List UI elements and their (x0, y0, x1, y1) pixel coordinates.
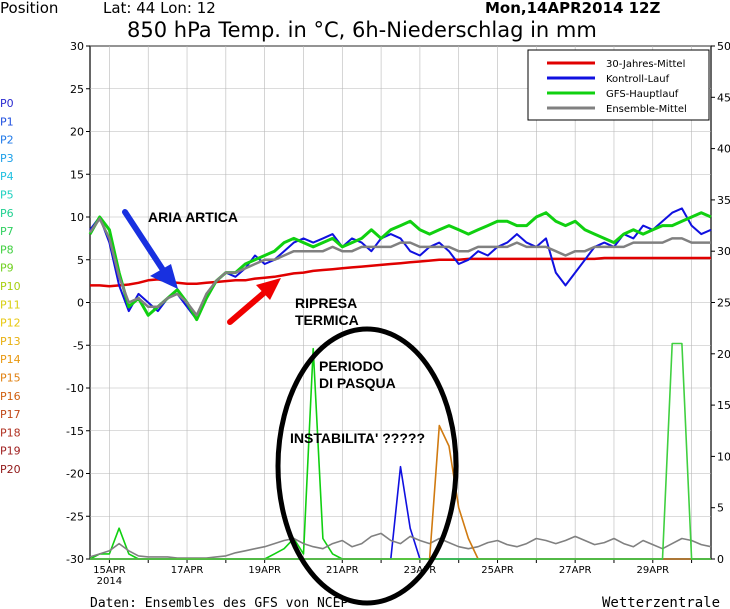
member-label: P14 (0, 353, 21, 366)
x-tick-label: 17APR (171, 565, 204, 576)
left-tick-label: 20 (70, 126, 84, 139)
member-label: P20 (0, 463, 21, 476)
footer-brand: Wetterzentrale (602, 595, 720, 609)
right-tick-label: 30 (717, 245, 730, 258)
left-tick-label: -10 (66, 382, 84, 395)
member-label: P5 (0, 189, 14, 202)
member-label: P16 (0, 390, 21, 403)
grid (90, 45, 711, 560)
member-label: P1 (0, 115, 14, 128)
right-tick-label: 5 (717, 502, 724, 515)
right-tick-label: 20 (717, 348, 730, 361)
legend-label: GFS-Hauptlauf (606, 89, 679, 100)
right-tick-label: 25 (717, 297, 730, 310)
member-label: P10 (0, 280, 21, 293)
series-line (88, 217, 711, 317)
legend-label: Kontroll-Lauf (606, 74, 670, 85)
annotation-periodo-di-pasqua: PERIODO DI PASQUA (319, 358, 396, 391)
member-label: P0 (0, 97, 14, 110)
right-tick-label: 40 (717, 143, 730, 156)
left-tick-label: -25 (66, 510, 84, 523)
member-label: P18 (0, 426, 21, 439)
member-label: P6 (0, 207, 14, 220)
x-tick-label: 15APR (93, 565, 126, 576)
footer-source: Daten: Ensembles des GFS von NCEP (90, 596, 348, 609)
series-line (88, 211, 712, 322)
red-arrow-shaft (227, 289, 268, 325)
member-label: P2 (0, 134, 14, 147)
member-label: P13 (0, 335, 21, 348)
left-tick-label: 25 (70, 83, 84, 96)
left-tick-label: 15 (70, 168, 84, 181)
member-label: P8 (0, 243, 14, 256)
series-line (90, 256, 711, 288)
highlight-ellipse (275, 326, 459, 606)
member-label: P17 (0, 408, 21, 421)
member-labels: P0 P1 P2 P3 P4 P5 P6 P7 P8 P9 P10 P11 P12 P13 P14 P15 P1… (0, 97, 21, 476)
left-tick-label: 10 (70, 211, 84, 224)
x-tick-label: 23APR (404, 565, 437, 576)
member-label: P19 (0, 445, 21, 458)
x-tick-label: 29APR (637, 565, 670, 576)
left-tick-label: 30 (70, 40, 84, 53)
member-label: P9 (0, 262, 14, 275)
blue-arrow-head (150, 264, 178, 289)
red-arrow-head (256, 278, 281, 300)
legend: 30-Jahres-Mittel Kontroll-Lauf GFS-Hauptla… (527, 49, 710, 121)
left-tick-label: -15 (66, 425, 84, 438)
x-tick-label: 25APR (481, 565, 514, 576)
series-layer (88, 207, 712, 560)
right-tick-label: 15 (717, 399, 730, 412)
left-axis: 30 25 20 15 10 5 0 -5 -10 -15 -20 -25 -30 (66, 40, 90, 566)
right-tick-label: 10 (717, 450, 730, 463)
annotation-ripresa-termica: RIPRESA TERMICA (295, 295, 359, 328)
x-tick-label: 21APR (326, 565, 359, 576)
left-tick-label: 5 (77, 254, 84, 267)
annotation-aria-artica: ARIA ARTICA (148, 209, 238, 225)
series-line (89, 532, 712, 559)
position-label: Position (0, 0, 58, 17)
blue-arrow-shaft (122, 209, 168, 276)
x-tick-label: 27APR (559, 565, 592, 576)
member-label: P12 (0, 317, 21, 330)
member-label: P7 (0, 225, 14, 238)
legend-label: 30-Jahres-Mittel (606, 59, 685, 70)
member-label: P15 (0, 372, 21, 385)
right-tick-label: 45 (717, 91, 730, 104)
legend-label: Ensemble-Mittel (606, 104, 687, 115)
right-tick-label: 0 (717, 553, 724, 566)
annotations: ARIA ARTICA RIPRESA TERMICA PERIODO DI PAS… (122, 209, 459, 606)
left-tick-label: 0 (77, 297, 84, 310)
member-label: P4 (0, 170, 14, 183)
annotation-instabilita: INSTABILITA' ????? (290, 430, 425, 446)
series-line (90, 342, 711, 560)
left-tick-label: -5 (73, 339, 84, 352)
right-tick-label: 35 (717, 194, 730, 207)
left-tick-label: -30 (66, 553, 84, 566)
member-label: P3 (0, 152, 14, 165)
timestamp-label: Mon,14APR2014 12Z (485, 0, 660, 17)
right-tick-label: 50 (717, 40, 730, 53)
left-tick-label: -20 (66, 468, 84, 481)
x-tick-label: 19APR (248, 565, 281, 576)
member-label: P11 (0, 298, 21, 311)
x-tick-label: 2014 (97, 576, 122, 587)
latlon-label: Lat: 44 Lon: 12 (103, 0, 216, 17)
chart-title: 850 hPa Temp. in °C, 6h-Niederschlag in … (127, 18, 597, 42)
legend-items: 30-Jahres-Mittel Kontroll-Lauf GFS-Hauptla… (547, 59, 687, 115)
